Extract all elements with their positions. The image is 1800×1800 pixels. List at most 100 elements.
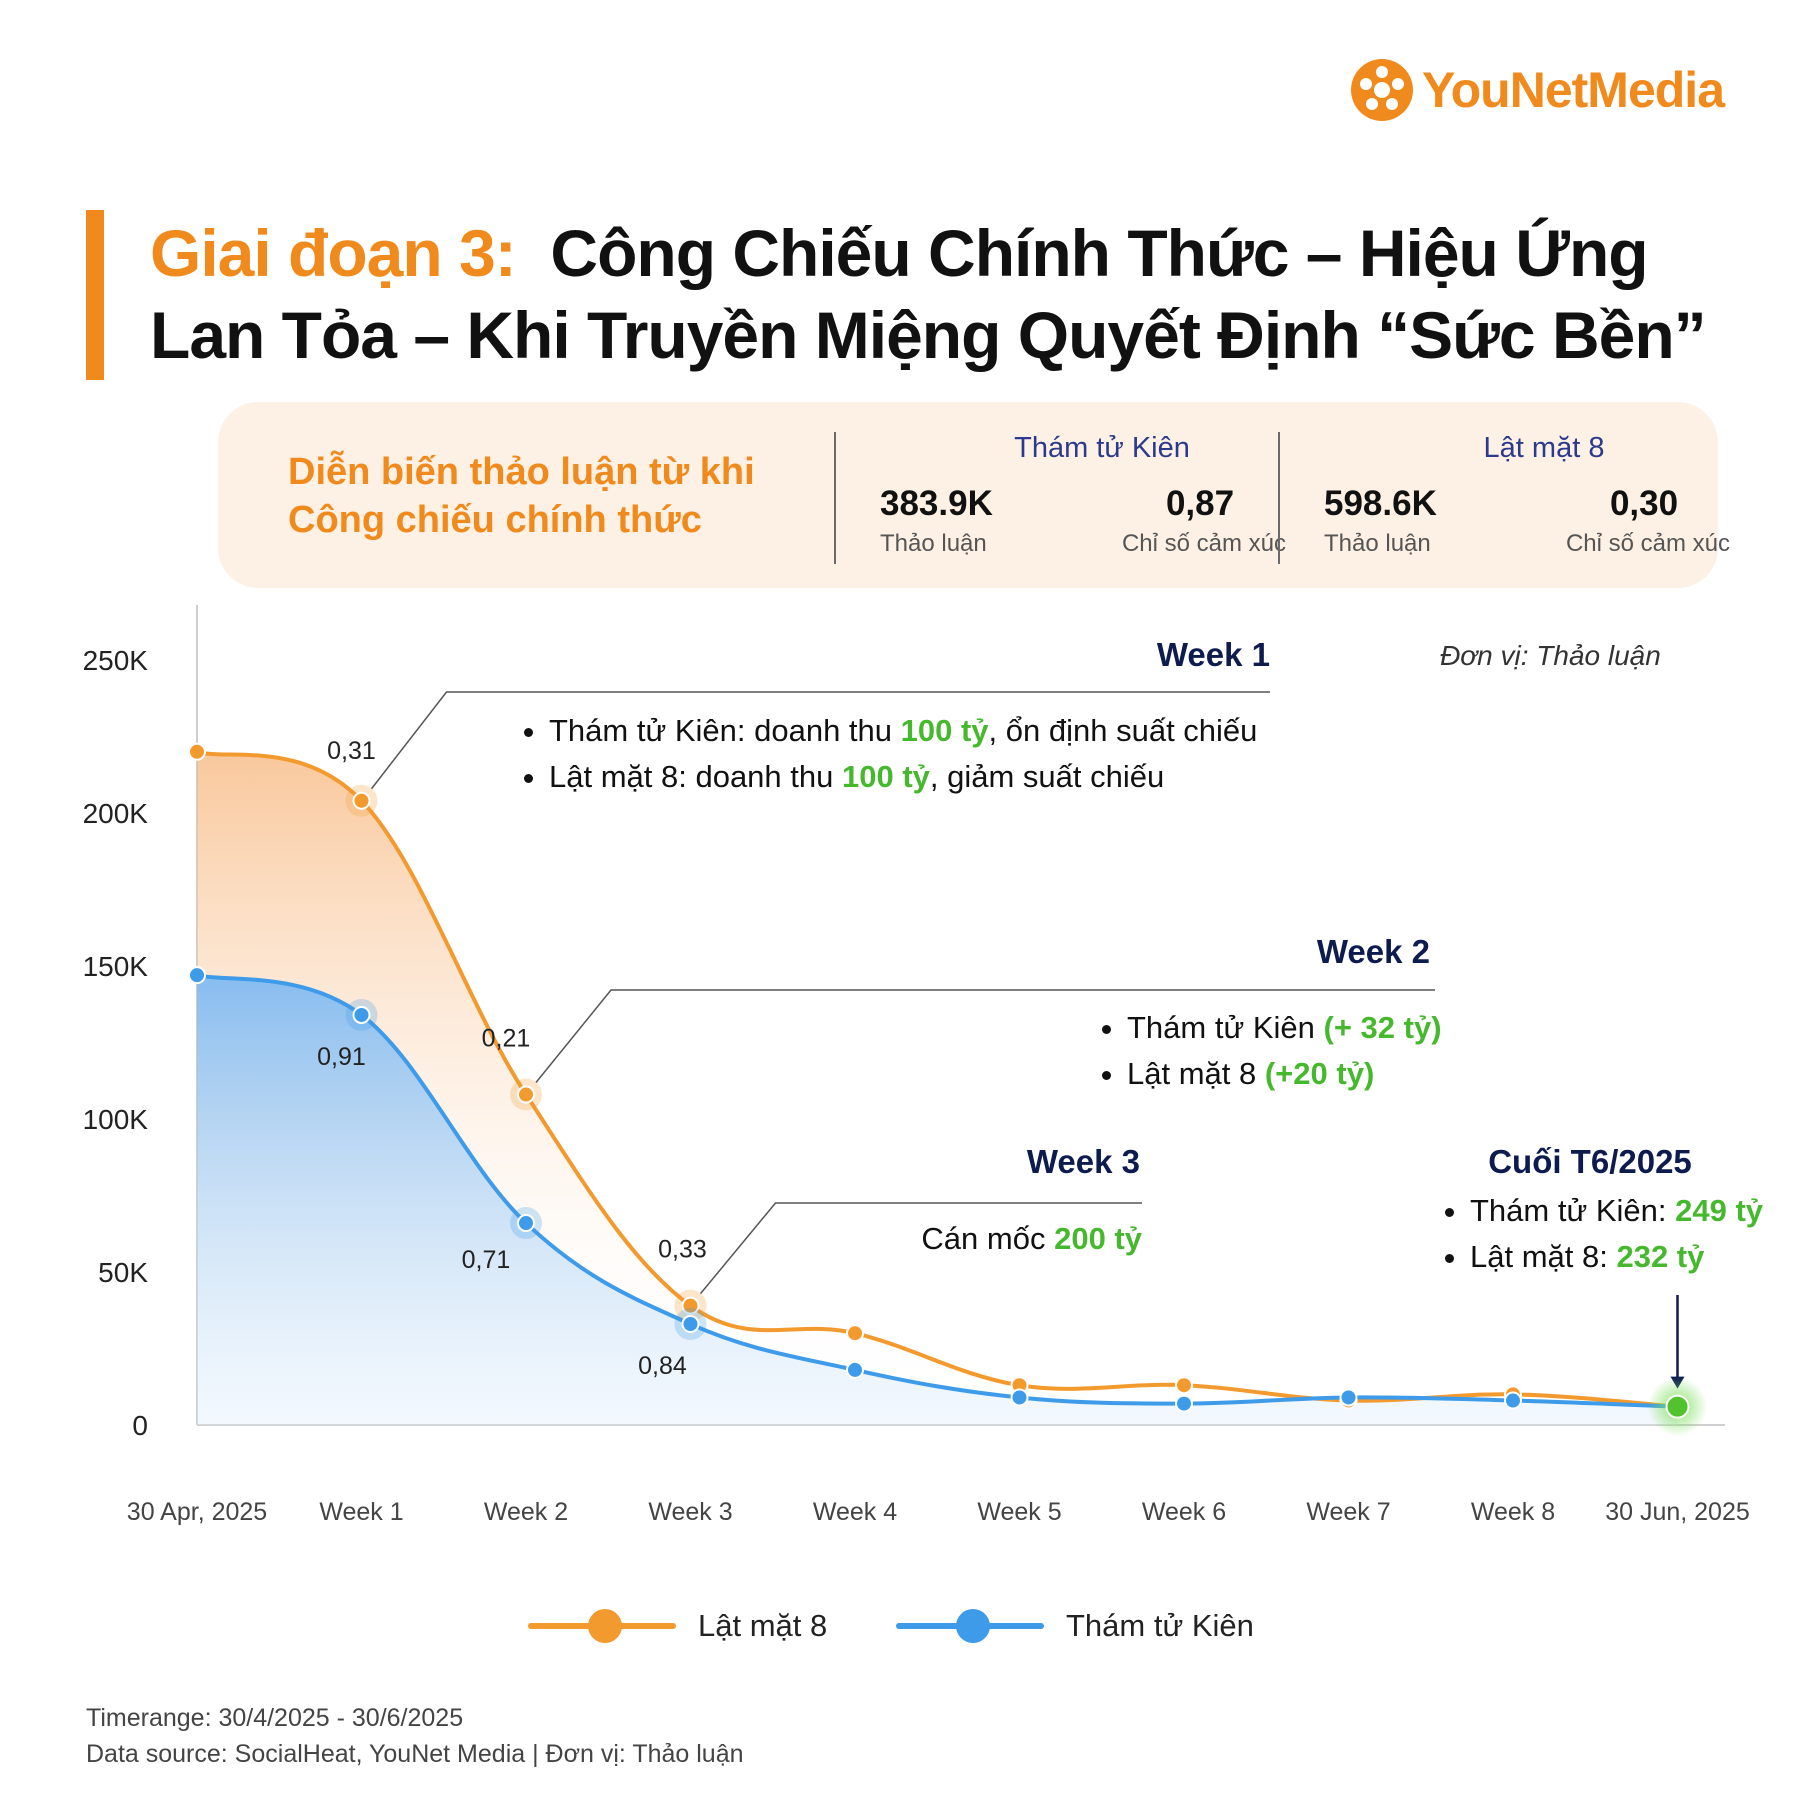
legend-dot xyxy=(956,1609,990,1643)
y-tick-label: 150K xyxy=(83,951,149,982)
data-point-tham-tu-kien xyxy=(188,966,206,985)
sentiment-label-lat-mat-8: 0,31 xyxy=(327,737,376,765)
unit-note: Đơn vị: Thảo luận xyxy=(1440,640,1661,671)
x-tick-label: 30 Jun, 2025 xyxy=(1605,1498,1750,1526)
summary-description-line2: Công chiếu chính thức xyxy=(288,499,702,541)
footer: Timerange: 30/4/2025 - 30/6/2025 Data so… xyxy=(86,1700,744,1772)
y-tick-label: 0 xyxy=(132,1410,148,1441)
data-point-tham-tu-kien xyxy=(1339,1388,1358,1407)
summary-divider xyxy=(834,432,836,564)
annotation-week1-line1-prefix: Thám tử Kiên: doanh thu xyxy=(549,713,901,748)
legend-swatch-tham-tu-kien xyxy=(896,1609,1044,1643)
annotation-week1-line1-value: 100 tỷ xyxy=(900,713,989,748)
annotation-week3: Cán mốc 200 tỷ xyxy=(860,1216,1142,1262)
annotation-week1-title: Week 1 xyxy=(1156,636,1270,673)
data-point-tham-tu-kien xyxy=(1010,1388,1029,1407)
film-discussions-tham-tu-kien: 383.9K xyxy=(880,484,993,523)
data-point-lat-mat-8 xyxy=(846,1324,864,1343)
annotation-week2-line1-value: (+ 32 tỷ) xyxy=(1323,1010,1442,1045)
annotation-end-line1-value: 249 tỷ xyxy=(1675,1193,1764,1228)
legend-label-lat-mat-8: Lật mặt 8 xyxy=(698,1608,828,1643)
x-tick-label: Week 3 xyxy=(648,1498,732,1526)
annotation-week1-line2-prefix: Lật mặt 8: doanh thu xyxy=(549,759,842,794)
data-point-tham-tu-kien xyxy=(681,1315,700,1334)
data-point-lat-mat-8 xyxy=(681,1296,700,1315)
data-point-lat-mat-8 xyxy=(188,742,206,761)
film-name-lat-mat-8: Lật mặt 8 xyxy=(1483,432,1605,464)
sentiment-label-tham-tu-kien: 0,84 xyxy=(638,1352,687,1380)
annotation-week1-line1: Thám tử Kiên: doanh thu 100 tỷ, ổn định … xyxy=(549,708,1315,754)
annotation-end-line1: Thám tử Kiên: 249 tỷ xyxy=(1470,1188,1796,1234)
film-sentiment-tham-tu-kien: 0,87 xyxy=(1165,484,1235,523)
annotation-end-line2-value: 232 tỷ xyxy=(1616,1239,1705,1274)
data-point-tham-tu-kien xyxy=(846,1360,864,1379)
summary-card: Diễn biến thảo luận từ khi Công chiếu ch… xyxy=(218,402,1730,588)
brand-name-part2: Media xyxy=(1587,62,1725,118)
sentiment-label-tham-tu-kien: 0,71 xyxy=(462,1246,511,1274)
annotation-week2-title: Week 2 xyxy=(1316,933,1430,970)
data-point-tham-tu-kien xyxy=(352,1005,371,1024)
footer-source: Data source: SocialHeat, YouNet Media | … xyxy=(86,1740,744,1768)
x-tick-label: Week 8 xyxy=(1471,1498,1555,1526)
x-tick-label: Week 1 xyxy=(319,1498,403,1526)
data-point-tham-tu-kien xyxy=(517,1214,535,1233)
annotation-end-line2: Lật mặt 8: 232 tỷ xyxy=(1470,1234,1796,1280)
sentiment-label-lat-mat-8: 0,21 xyxy=(482,1025,531,1053)
legend-dot xyxy=(588,1609,622,1643)
annotation-week2-line2: Lật mặt 8 (+20 tỷ) xyxy=(1127,1051,1513,1097)
brand-name-part1: YouNet xyxy=(1422,62,1588,118)
legend-swatch-lat-mat-8 xyxy=(528,1609,676,1643)
line-tham-tu-kien xyxy=(196,973,1678,1409)
x-tick-label: Week 2 xyxy=(484,1498,568,1526)
annotation-week2-line1-prefix: Thám tử Kiên xyxy=(1127,1010,1324,1045)
annotation-week1-line1-suffix: , ổn định suất chiếu xyxy=(988,713,1258,748)
legend-item-lat-mat-8: Lật mặt 8 xyxy=(528,1608,827,1644)
x-tick-label: Week 5 xyxy=(977,1498,1061,1526)
summary-description-line1: Diễn biến thảo luận từ khi xyxy=(288,451,755,493)
data-point-lat-mat-8 xyxy=(352,791,371,810)
x-tick-label: Week 4 xyxy=(813,1498,897,1526)
x-tick-label: Week 6 xyxy=(1142,1498,1226,1526)
y-tick-label: 100K xyxy=(83,1104,149,1135)
title-text: Công Chiếu Chính Thức – Hiệu Ứng Lan Tỏa… xyxy=(150,216,1707,372)
film-sentiment-label-lat-mat-8: Chỉ số cảm xúc xyxy=(1565,530,1731,557)
annotation-week1-line2-suffix: , giảm suất chiếu xyxy=(929,759,1165,794)
annotation-week2-line1: Thám tử Kiên (+ 32 tỷ) xyxy=(1127,1005,1513,1051)
annotation-week2: Thám tử Kiên (+ 32 tỷ) Lật mặt 8 (+20 tỷ… xyxy=(1093,1005,1513,1097)
brand-name: YouNetMedia xyxy=(1422,61,1725,119)
title-accent-bar xyxy=(86,210,104,380)
callout-line-week3 xyxy=(699,1202,1142,1295)
annotation-week2-line2-prefix: Lật mặt 8 xyxy=(1127,1056,1265,1091)
brand-logo-icon xyxy=(1351,59,1413,121)
annotation-week1-line2: Lật mặt 8: doanh thu 100 tỷ, giảm suất c… xyxy=(549,754,1315,800)
summary-divider xyxy=(1278,432,1280,564)
annotation-end-line1-prefix: Thám tử Kiên: xyxy=(1470,1193,1676,1228)
summary-description: Diễn biến thảo luận từ khi Công chiếu ch… xyxy=(288,448,808,544)
annotation-week3-prefix: Cán mốc xyxy=(921,1221,1055,1256)
data-point-tham-tu-kien xyxy=(1504,1391,1522,1410)
annotation-end: Thám tử Kiên: 249 tỷ Lật mặt 8: 232 tỷ xyxy=(1436,1188,1796,1280)
film-name-tham-tu-kien: Thám tử Kiên xyxy=(1014,432,1190,464)
sentiment-label-tham-tu-kien: 0,91 xyxy=(317,1043,366,1071)
film-sentiment-lat-mat-8: 0,30 xyxy=(1609,484,1679,523)
annotation-end-title: Cuối T6/2025 xyxy=(1488,1143,1692,1180)
data-point-lat-mat-8 xyxy=(1175,1376,1193,1395)
annotation-end-line2-prefix: Lật mặt 8: xyxy=(1470,1239,1617,1274)
annotation-week3-title: Week 3 xyxy=(1026,1143,1140,1180)
callout-line-week1 xyxy=(370,691,1270,790)
brand-logo: YouNetMedia xyxy=(1350,55,1725,125)
x-tick-label: Week 7 xyxy=(1306,1498,1390,1526)
x-tick-label: 30 Apr, 2025 xyxy=(127,1498,267,1526)
legend-label-tham-tu-kien: Thám tử Kiên xyxy=(1066,1608,1254,1643)
callout-line-week2 xyxy=(535,989,1435,1083)
area-tham-tu-kien xyxy=(197,975,1678,1425)
page-title: Giai đoạn 3: Công Chiếu Chính Thức – Hiệ… xyxy=(150,212,1770,376)
y-tick-label: 50K xyxy=(98,1257,148,1288)
y-tick-label: 200K xyxy=(83,798,149,829)
film-sentiment-label-tham-tu-kien: Chỉ số cảm xúc xyxy=(1121,530,1287,557)
footer-timerange: Timerange: 30/4/2025 - 30/6/2025 xyxy=(86,1704,464,1732)
film-discussions-label-tham-tu-kien: Thảo luận xyxy=(880,530,987,557)
annotation-week3-value: 200 tỷ xyxy=(1054,1221,1142,1256)
film-discussions-label-lat-mat-8: Thảo luận xyxy=(1324,530,1431,557)
